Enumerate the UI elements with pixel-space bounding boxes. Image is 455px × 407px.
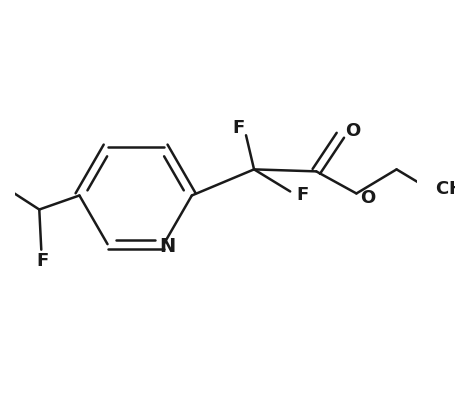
Text: F: F (232, 119, 244, 137)
Text: O: O (344, 122, 359, 140)
Text: F: F (36, 252, 48, 270)
Text: F: F (295, 186, 308, 204)
Text: CH$_3$: CH$_3$ (434, 179, 455, 199)
Text: N: N (158, 236, 175, 256)
Text: O: O (359, 189, 374, 207)
